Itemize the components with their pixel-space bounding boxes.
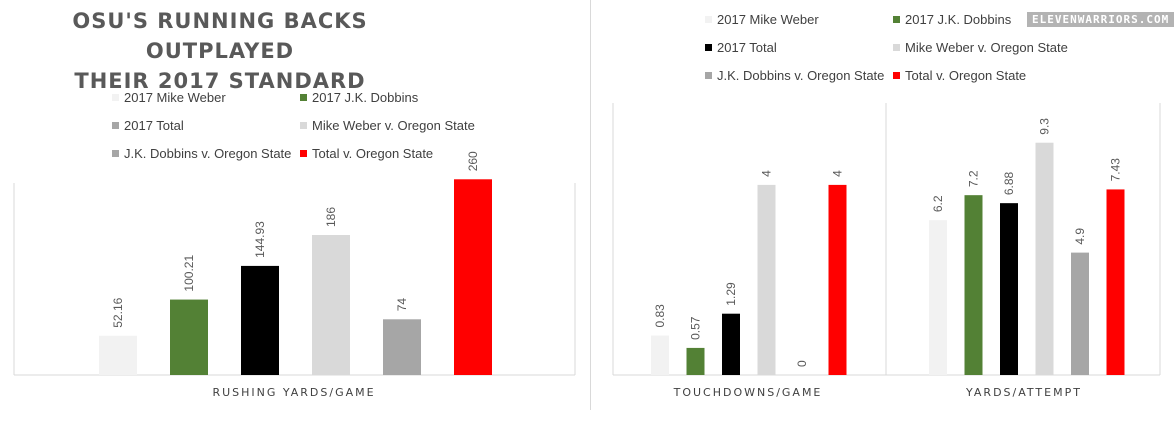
right-legend-swatch xyxy=(705,44,712,51)
ypa-bar xyxy=(1071,252,1089,375)
touchdowns-data-label: 4 xyxy=(760,170,774,177)
left-data-label: 260 xyxy=(466,151,480,171)
right-legend-label: 2017 J.K. Dobbins xyxy=(905,12,1012,27)
left-legend-label: 2017 Mike Weber xyxy=(124,90,226,105)
left-data-label: 186 xyxy=(324,207,338,227)
touchdowns-data-label: 0 xyxy=(795,360,809,367)
right-legend-item: Mike Weber v. Oregon State xyxy=(893,40,1068,55)
right-legend-swatch xyxy=(893,16,900,23)
chart-title: OSU'S RUNNING BACKS OUTPLAYED THEIR 2017 … xyxy=(72,9,368,93)
right-legend-item: 2017 J.K. Dobbins xyxy=(893,12,1011,27)
ypa-data-label: 4.9 xyxy=(1073,228,1087,245)
touchdowns-bar xyxy=(757,184,776,375)
touchdowns-data-label: 0.57 xyxy=(689,316,703,340)
touchdowns-bar xyxy=(828,184,847,375)
touchdowns-data-label: 4 xyxy=(831,170,845,177)
left-legend-item: 2017 Total xyxy=(112,118,184,133)
ypa-bar xyxy=(1106,189,1125,375)
left-bar xyxy=(170,299,208,375)
left-legend-label: 2017 Total xyxy=(124,118,184,133)
left-legend-swatch xyxy=(112,94,119,101)
left-legend-swatch xyxy=(112,150,119,157)
touchdowns-data-label: 1.29 xyxy=(724,282,738,306)
left-axis-title: RUSHING YARDS/GAME xyxy=(212,386,375,399)
right-legend-item: 2017 Total xyxy=(705,40,777,55)
right-legend-label: Total v. Oregon State xyxy=(905,68,1027,83)
left-legend-item: J.K. Dobbins v. Oregon State xyxy=(112,146,291,161)
ypa-bar xyxy=(1000,203,1018,375)
right-legend-label: 2017 Mike Weber xyxy=(717,12,819,27)
ypa-data-label: 6.88 xyxy=(1002,171,1016,195)
touchdowns-data-label: 0.83 xyxy=(653,304,667,328)
right-legend-item: Total v. Oregon State xyxy=(893,68,1026,83)
ypa-data-label: 7.2 xyxy=(967,170,981,187)
left-bar xyxy=(312,234,350,375)
right-legend-item: J.K. Dobbins v. Oregon State xyxy=(705,68,884,83)
ypa-data-label: 7.43 xyxy=(1109,158,1123,182)
left-legend-swatch xyxy=(300,94,307,101)
touchdowns-bar xyxy=(651,335,669,375)
ypa-data-label: 9.3 xyxy=(1038,118,1052,135)
right-legend-label: Mike Weber v. Oregon State xyxy=(905,40,1068,55)
left-legend-swatch xyxy=(300,150,307,157)
ypa-bar xyxy=(929,220,947,375)
left-legend-item: Total v. Oregon State xyxy=(300,146,433,161)
left-legend-swatch xyxy=(112,122,119,129)
left-bar xyxy=(99,335,137,375)
left-legend-item: 2017 Mike Weber xyxy=(112,90,226,105)
touchdowns-axis-title: TOUCHDOWNS/GAME xyxy=(673,386,823,399)
left-data-label: 52.16 xyxy=(111,297,125,327)
ypa-bar xyxy=(964,195,983,375)
left-bar xyxy=(454,179,492,375)
left-bar xyxy=(383,319,421,375)
left-legend-label: Mike Weber v. Oregon State xyxy=(312,118,475,133)
left-data-label: 100.21 xyxy=(182,255,196,292)
panel-divider xyxy=(590,0,591,410)
ypa-bar xyxy=(1035,142,1054,375)
right-legend-label: J.K. Dobbins v. Oregon State xyxy=(717,68,885,83)
left-data-label: 74 xyxy=(395,298,409,312)
left-legend-label: Total v. Oregon State xyxy=(312,146,434,161)
right-legend-swatch xyxy=(705,72,712,79)
left-legend-item: 2017 J.K. Dobbins xyxy=(300,90,418,105)
right-legend-swatch xyxy=(893,44,900,51)
ypa-axis-title: YARDS/ATTEMPT xyxy=(965,386,1082,399)
touchdowns-bar xyxy=(722,313,740,375)
brand-watermark: ELEVENWARRIORS.COM xyxy=(1027,12,1175,27)
right-legend-swatch xyxy=(893,72,900,79)
left-legend-label: J.K. Dobbins v. Oregon State xyxy=(124,146,292,161)
ypa-data-label: 6.2 xyxy=(931,195,945,212)
left-data-label: 144.93 xyxy=(253,221,267,258)
left-bar xyxy=(241,265,279,375)
right-legend-swatch xyxy=(705,16,712,23)
left-legend-item: Mike Weber v. Oregon State xyxy=(300,118,475,133)
left-legend-label: 2017 J.K. Dobbins xyxy=(312,90,419,105)
right-legend-label: 2017 Total xyxy=(717,40,777,55)
left-legend-swatch xyxy=(300,122,307,129)
touchdowns-bar xyxy=(686,347,705,375)
right-legend-item: 2017 Mike Weber xyxy=(705,12,819,27)
